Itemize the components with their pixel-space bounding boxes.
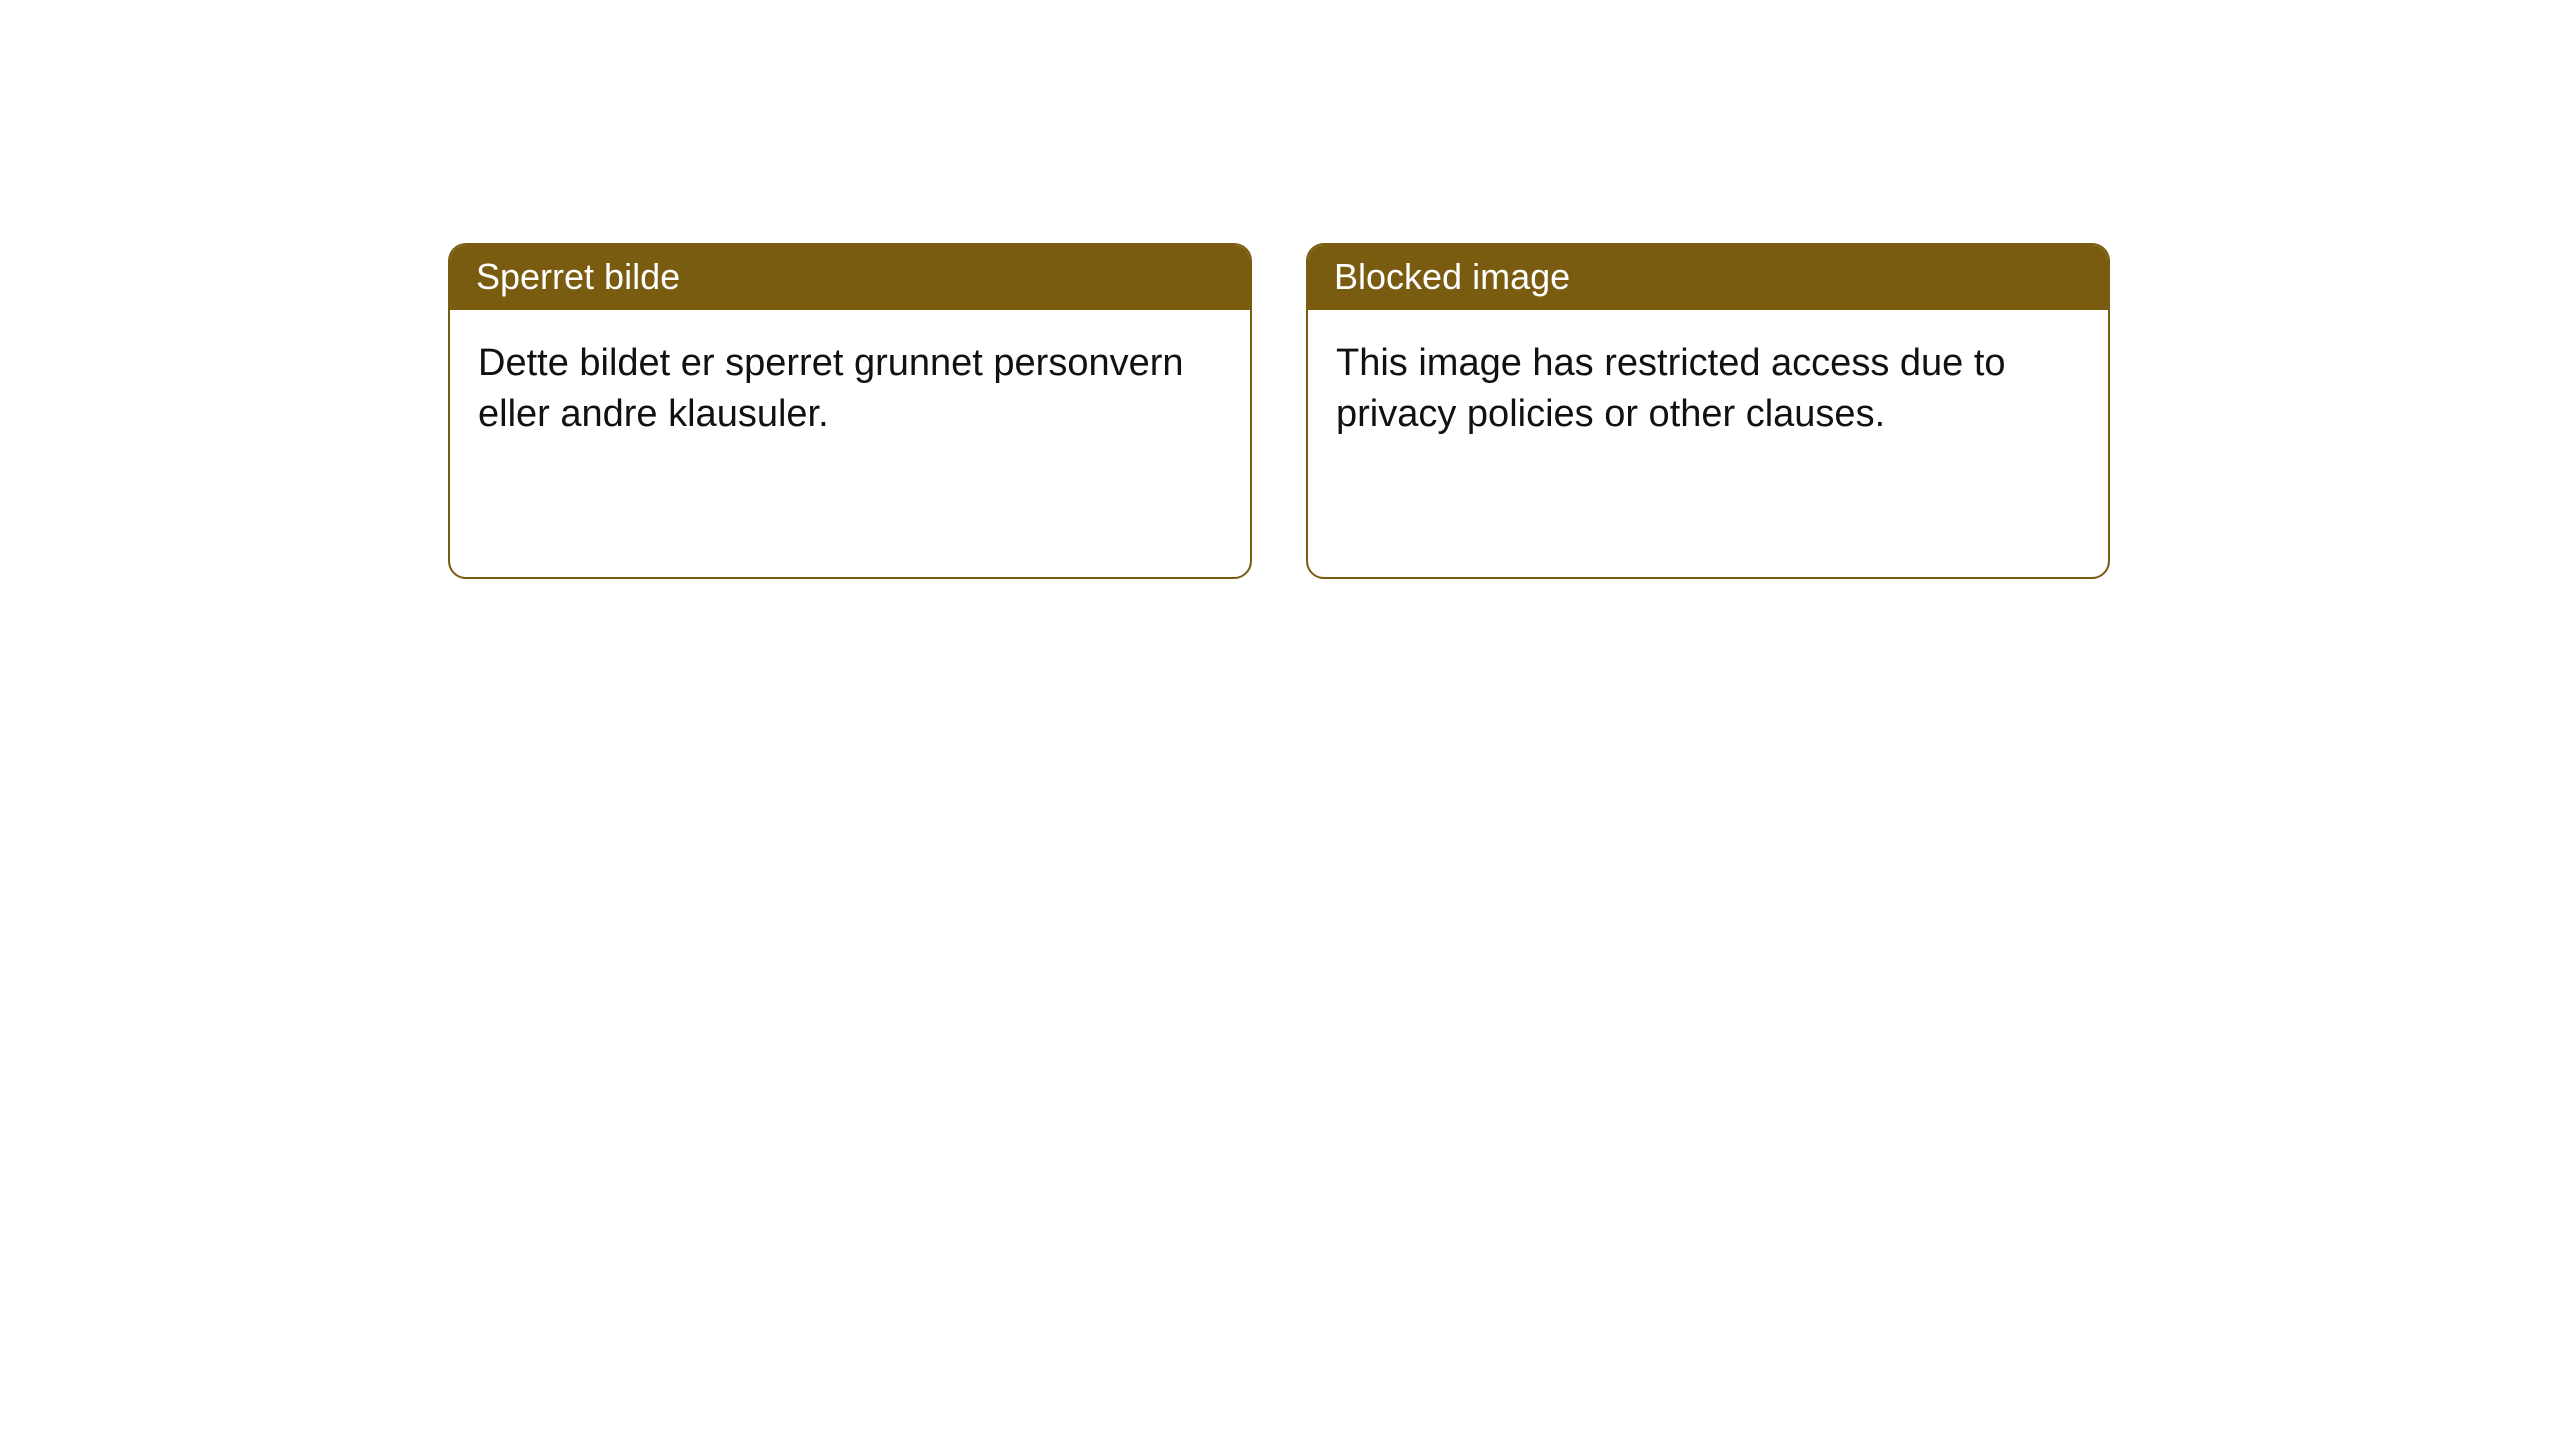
card-title-norwegian: Sperret bilde bbox=[476, 256, 680, 297]
card-body-norwegian: Dette bildet er sperret grunnet personve… bbox=[450, 310, 1250, 461]
card-title-english: Blocked image bbox=[1334, 256, 1570, 297]
card-header-norwegian: Sperret bilde bbox=[450, 245, 1250, 310]
card-text-english: This image has restricted access due to … bbox=[1336, 342, 2006, 435]
card-header-english: Blocked image bbox=[1308, 245, 2108, 310]
card-norwegian: Sperret bilde Dette bildet er sperret gr… bbox=[448, 243, 1252, 579]
card-text-norwegian: Dette bildet er sperret grunnet personve… bbox=[478, 342, 1184, 435]
card-body-english: This image has restricted access due to … bbox=[1308, 310, 2108, 461]
card-english: Blocked image This image has restricted … bbox=[1306, 243, 2110, 579]
blocked-image-cards: Sperret bilde Dette bildet er sperret gr… bbox=[448, 243, 2110, 579]
